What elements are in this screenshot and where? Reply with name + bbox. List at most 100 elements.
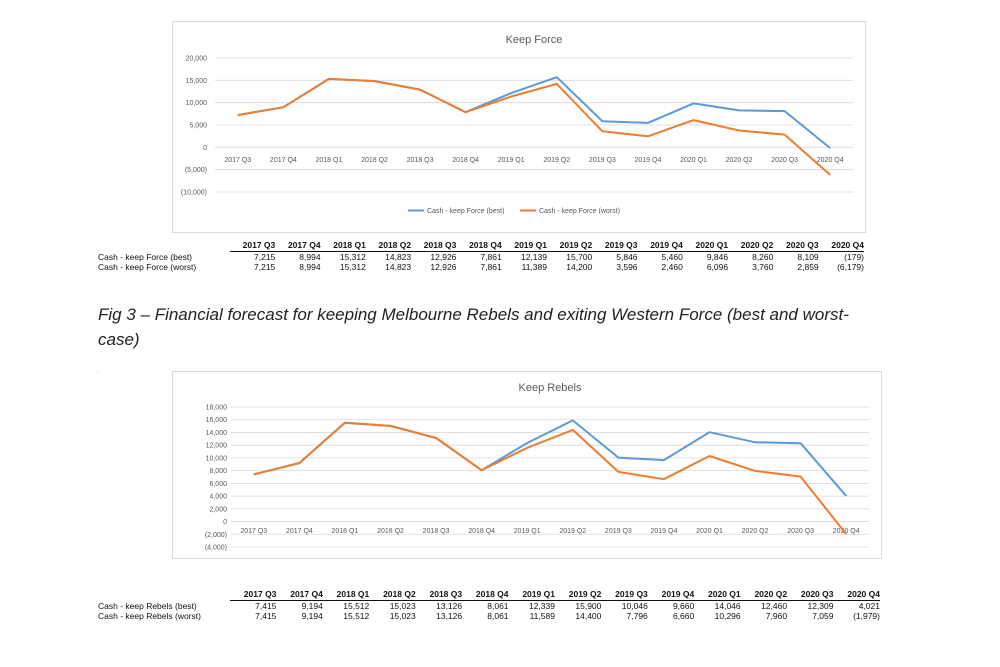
y-tick-label: 16,000 [206, 417, 228, 424]
table-header-cell: 2020 Q2 [728, 239, 774, 252]
x-tick-label: 2018 Q2 [377, 528, 404, 535]
table-header-cell: 2018 Q1 [322, 588, 370, 601]
table-row: Cash - keep Force (best) 7,215 8,994 15,312… [98, 252, 864, 262]
table-row: Cash - keep Rebels (best) 7,415 9,194 15,51… [98, 601, 880, 611]
table-header-cell: 2020 Q3 [787, 588, 834, 601]
chart-keep-rebels: Keep Rebels 18,000 16,000 14,000 12,000 10,00… [172, 371, 882, 559]
table-cell: 15,312 [339, 262, 366, 272]
table-header-cell: 2017 Q3 [230, 588, 277, 601]
table-cell: 11,389 [521, 262, 547, 272]
table-header-row: 2017 Q3 2017 Q4 2018 Q1 2018 Q2 2018 Q3 2018 … [98, 588, 880, 601]
stray-dot: . [97, 368, 99, 374]
table-cell: 4,021 [858, 601, 880, 611]
x-tick-label: 2019 Q3 [605, 528, 632, 535]
table-header-cell: 2020 Q4 [818, 239, 864, 252]
table-cell: 14,046 [714, 601, 741, 611]
table-header-row: 2017 Q3 2017 Q4 2018 Q1 2018 Q2 2018 Q3 2018 … [98, 239, 864, 252]
table-cell: 2,859 [797, 262, 819, 272]
table-header-cell: 2018 Q2 [369, 588, 416, 601]
y-tick-label: 18,000 [206, 405, 228, 412]
table-header-cell: 2018 Q3 [415, 588, 463, 601]
table-cell: 15,023 [389, 611, 416, 621]
table-corner [98, 239, 230, 252]
table-header-cell: 2019 Q2 [546, 239, 593, 252]
y-tick-label: 14,000 [206, 430, 228, 437]
x-tick-label: 2018 Q3 [423, 528, 450, 535]
figure-caption: Fig 3 – Financial forecast for keeping M… [98, 305, 849, 349]
table-header-cell: 2020 Q1 [694, 588, 741, 601]
table-cell: 7,861 [480, 262, 502, 272]
table-header-cell: 2017 Q4 [275, 239, 321, 252]
y-tick-label: 0 [223, 519, 227, 526]
x-tick-label: 2017 Q4 [286, 528, 313, 535]
table-header-cell: 2018 Q3 [411, 239, 457, 252]
table-cell: 12,339 [528, 601, 555, 611]
table-row-label: Cash - keep Rebels (worst) [98, 611, 201, 621]
x-tick-label: 2020 Q4 [817, 157, 844, 164]
x-tick-label: 2019 Q2 [543, 157, 570, 164]
y-tick-label: 6,000 [209, 481, 227, 488]
table-cell: 12,139 [520, 252, 547, 262]
table-header-cell: 2020 Q3 [773, 239, 819, 252]
series-line-worst [237, 77, 831, 176]
y-tick-label: 20,000 [186, 56, 208, 63]
table-corner [98, 588, 230, 601]
x-tick-label: 2020 Q3 [787, 528, 814, 535]
x-tick-label: 2017 Q4 [270, 157, 297, 164]
table-row: Cash - keep Rebels (worst) 7,415 9,194 15,5… [98, 611, 880, 621]
table-header-cell: 2019 Q2 [554, 588, 602, 601]
table-cell: 15,512 [343, 601, 370, 611]
chart-title: Keep Rebels [519, 382, 582, 394]
table-cell: 12,309 [807, 601, 834, 611]
table-cell: 8,061 [487, 601, 509, 611]
table-cell: 12,460 [761, 601, 788, 611]
x-tick-label: 2019 Q2 [559, 528, 586, 535]
table-cell: 14,823 [385, 262, 412, 272]
data-table-keep-rebels: 2017 Q3 2017 Q4 2018 Q1 2018 Q2 2018 Q3 2018 … [98, 588, 880, 621]
chart-keep-force-svg: Keep Force 20,000 15,000 10,000 5,000 0 (5,000… [181, 34, 853, 215]
x-tick-label: 2020 Q1 [680, 157, 707, 164]
table-cell: 13,126 [436, 611, 463, 621]
chart-keep-force: Keep Force 20,000 15,000 10,000 5,000 0 (5,000… [172, 21, 866, 233]
table-header-cell: 2020 Q2 [740, 588, 788, 601]
table-header-cell: 2020 Q1 [682, 239, 729, 252]
y-tick-label: 5,000 [189, 123, 207, 130]
table-cell: (1,979) [853, 611, 880, 621]
table-cell: 3,760 [752, 262, 774, 272]
table-cell: 12,926 [430, 252, 457, 262]
table-cell: 7,960 [765, 611, 788, 621]
table-cell: 12,926 [430, 262, 457, 272]
table-cell: 10,296 [714, 611, 741, 621]
table-cell: 9,660 [672, 601, 695, 611]
table-header-cell: 2019 Q4 [637, 239, 683, 252]
table-cell: 15,023 [389, 601, 416, 611]
x-tick-label: 2018 Q1 [315, 157, 342, 164]
table-cell: 9,194 [301, 611, 323, 621]
table-cell: 14,400 [575, 611, 602, 621]
x-tick-label: 2019 Q4 [634, 157, 661, 164]
table-cell: 8,994 [299, 262, 321, 272]
x-tick-label: 2020 Q3 [771, 157, 798, 164]
table-cell: 7,059 [812, 611, 834, 621]
table-cell: (6,179) [837, 262, 864, 272]
table-header-cell: 2019 Q1 [501, 239, 547, 252]
y-tick-label: 4,000 [209, 494, 227, 501]
table-cell: 8,994 [299, 252, 321, 262]
x-tick-label: 2018 Q3 [407, 157, 434, 164]
y-tick-label: (2,000) [205, 532, 227, 539]
x-tick-label: 2018 Q1 [331, 528, 358, 535]
table-cell: 7,415 [255, 611, 277, 621]
table-cell: 5,460 [661, 252, 683, 262]
table-cell: 7,215 [254, 252, 276, 262]
table-header-cell: 2019 Q3 [592, 239, 638, 252]
table-cell: 6,096 [706, 262, 729, 272]
y-tick-label: (10,000) [181, 190, 207, 197]
table-cell: 2,460 [661, 262, 683, 272]
x-tick-label: 2017 Q3 [224, 157, 251, 164]
table-cell: 9,194 [301, 601, 323, 611]
y-tick-label: 2,000 [209, 506, 227, 513]
table-cell: 7,415 [255, 601, 277, 611]
x-tick-label: 2018 Q2 [361, 157, 388, 164]
chart-keep-rebels-svg: Keep Rebels 18,000 16,000 14,000 12,000 10,00… [205, 382, 869, 552]
y-tick-label: 0 [203, 145, 207, 152]
